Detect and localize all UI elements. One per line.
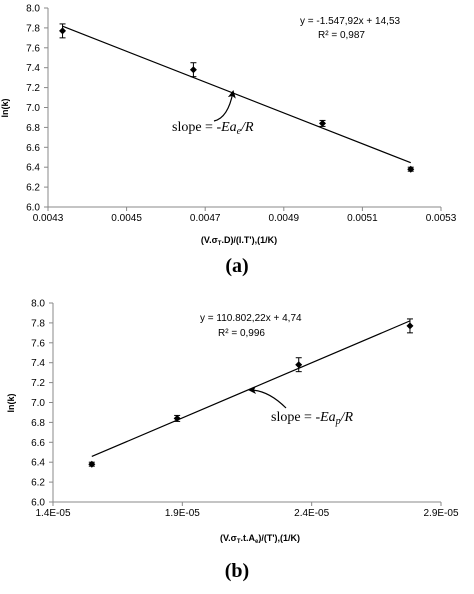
data-point <box>173 414 181 422</box>
data-point <box>88 460 96 468</box>
y-tick-label: 7.2 <box>26 83 40 94</box>
data-point <box>189 62 197 78</box>
y-tick-label: 8.0 <box>26 4 40 15</box>
x-tick-label: 0.0053 <box>426 213 457 224</box>
y-tick-label: 6.0 <box>26 203 40 214</box>
y-axis-title: ln(k) <box>6 393 16 412</box>
y-tick-label: 7.8 <box>31 318 45 329</box>
r-squared-label: R² = 0,996 <box>218 328 265 339</box>
y-tick-label: 6.8 <box>31 418 45 429</box>
chart-panel-b: 6.0 6.2 6.4 6.6 6.8 7.0 7.2 7.4 7.6 7.8 8.0 1.4E-05… <box>6 299 459 583</box>
x-tick-label: 1.4E-05 <box>35 508 70 519</box>
trendline-equation: y = -1.547,92x + 14,53 <box>300 16 401 27</box>
panel-label: (b) <box>225 560 249 582</box>
trendline-equation: y = 110.802,22x + 4,74 <box>200 313 302 324</box>
annotation-arrow <box>213 90 236 122</box>
y-tick-label: 7.0 <box>26 103 40 114</box>
diamond-marker <box>319 119 327 127</box>
data-point <box>407 165 415 173</box>
x-tick-label: 0.0043 <box>33 213 64 224</box>
y-tick-label: 7.4 <box>26 63 40 74</box>
y-tick-label: 7.2 <box>31 378 45 389</box>
diamond-marker <box>407 165 415 173</box>
diamond-marker <box>59 27 67 35</box>
x-tick-label: 2.4E-05 <box>294 508 329 519</box>
diamond-marker <box>295 361 303 369</box>
data-point <box>295 357 303 373</box>
y-tick-label: 6.6 <box>31 438 45 449</box>
y-tick-label: 7.6 <box>31 338 45 349</box>
y-tick-label: 6.4 <box>26 163 40 174</box>
diamond-marker <box>189 66 197 74</box>
chart-panel-a: 6.0 6.2 6.4 6.6 6.8 7.0 7.2 7.4 7.6 7.8 8.0 0.0043 0… <box>0 4 457 278</box>
x-axis-title: (V.σT.t.Ae)/(T'),(1/K) <box>220 533 300 545</box>
y-tick-label: 7.8 <box>26 23 40 34</box>
y-tick-label: 7.6 <box>26 43 40 54</box>
y-tick-label: 7.0 <box>31 398 45 409</box>
diamond-marker <box>406 322 414 330</box>
panel-label: (a) <box>225 255 248 277</box>
y-tick-label: 6.2 <box>31 478 45 489</box>
data-point <box>406 318 414 334</box>
annotation-arrow <box>248 386 287 409</box>
y-axis-title: ln(k) <box>0 98 10 117</box>
y-tick-label: 6.4 <box>31 458 45 469</box>
diamond-marker <box>88 460 96 468</box>
x-tick-label: 0.0051 <box>347 213 378 224</box>
data-point <box>319 119 327 127</box>
y-tick-label: 8.0 <box>31 299 45 310</box>
x-tick-label: 1.9E-05 <box>165 508 200 519</box>
slope-annotation: slope = -Eae/R <box>172 120 254 137</box>
slope-annotation: slope = -Eap/R <box>271 410 354 427</box>
y-tick-label: 6.2 <box>26 183 40 194</box>
x-tick-label: 0.0045 <box>111 213 142 224</box>
x-tick-label: 2.9E-05 <box>423 508 458 519</box>
y-tick-label: 6.6 <box>26 143 40 154</box>
y-tick-label: 7.4 <box>31 358 45 369</box>
trendline <box>62 25 411 164</box>
x-tick-label: 0.0049 <box>269 213 300 224</box>
data-point <box>59 23 67 39</box>
x-axis-title: (V.σT.D)/(I.T'),(1/K) <box>201 235 277 247</box>
x-tick-label: 0.0047 <box>190 213 221 224</box>
diamond-marker <box>173 414 181 422</box>
trendline <box>91 320 411 458</box>
y-tick-label: 6.8 <box>26 123 40 134</box>
r-squared-label: R² = 0,987 <box>318 30 365 41</box>
y-tick-label: 6.0 <box>31 498 45 509</box>
